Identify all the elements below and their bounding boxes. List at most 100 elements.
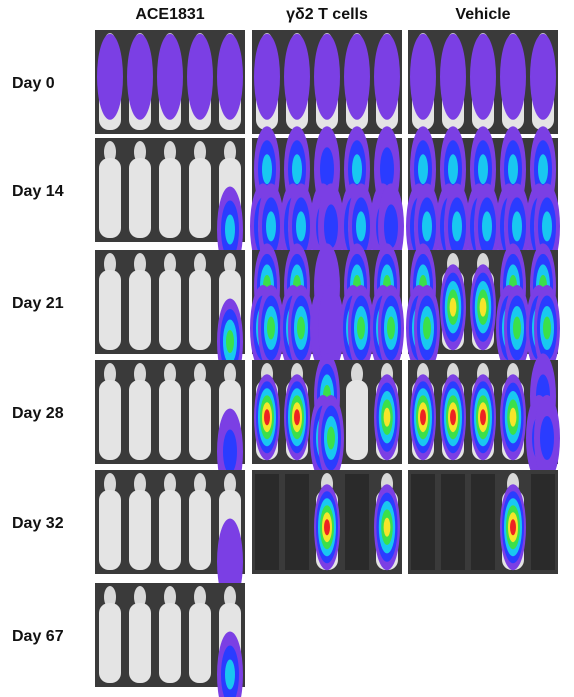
signal-blob xyxy=(387,316,395,340)
signal-blob xyxy=(97,33,123,120)
mouse-body xyxy=(99,270,121,350)
empty-slot xyxy=(285,474,309,570)
signal-blob xyxy=(217,33,243,120)
mouse-head xyxy=(224,473,236,495)
signal-blob xyxy=(318,285,344,371)
signal-blob xyxy=(352,154,362,185)
signal-blob xyxy=(297,316,305,340)
signal-blob xyxy=(478,154,488,185)
mouse-body xyxy=(99,603,121,683)
signal-blob xyxy=(418,154,428,185)
mouse-head xyxy=(104,473,116,495)
signal-blob xyxy=(320,147,334,192)
mouse-head xyxy=(104,253,116,275)
signal-blob xyxy=(450,409,456,426)
mouse-head xyxy=(224,363,236,385)
signal-blob xyxy=(266,211,276,242)
signal-blob xyxy=(422,211,432,242)
empty-slot xyxy=(411,474,435,570)
mouse-head xyxy=(351,363,363,385)
signal-blob xyxy=(540,416,554,460)
empty-slot xyxy=(471,474,495,570)
empty-slot xyxy=(255,474,279,570)
imaging-panel xyxy=(408,353,560,481)
row-label: Day 14 xyxy=(12,183,64,200)
empty-slot xyxy=(531,474,555,570)
signal-blob xyxy=(356,211,366,242)
row-label: Day 32 xyxy=(12,515,64,532)
signal-blob xyxy=(500,33,526,120)
mouse-body xyxy=(129,270,151,350)
signal-blob xyxy=(542,211,552,242)
mouse-body xyxy=(159,158,181,238)
mouse-body xyxy=(129,490,151,570)
signal-blob xyxy=(225,214,235,245)
signal-blob xyxy=(292,154,302,185)
signal-blob xyxy=(509,407,517,427)
row-label: Day 0 xyxy=(12,75,55,92)
signal-blob xyxy=(225,659,235,690)
mouse-body xyxy=(346,380,368,460)
signal-blob xyxy=(480,409,486,426)
mouse-body xyxy=(99,158,121,238)
signal-blob xyxy=(482,211,492,242)
mouse-head xyxy=(224,253,236,275)
signal-blob xyxy=(513,316,521,340)
signal-blob xyxy=(314,33,340,120)
signal-blob xyxy=(254,33,280,120)
column-header: Vehicle xyxy=(455,6,510,23)
empty-slot xyxy=(345,474,369,570)
signal-blob xyxy=(264,409,270,426)
signal-blob xyxy=(324,519,330,536)
empty-slot xyxy=(441,474,465,570)
mouse-body xyxy=(159,490,181,570)
signal-blob xyxy=(157,33,183,120)
signal-blob xyxy=(470,33,496,120)
signal-blob xyxy=(530,33,556,120)
mouse-body xyxy=(159,270,181,350)
signal-blob xyxy=(127,33,153,120)
row-label: Day 21 xyxy=(12,295,64,312)
mouse-head xyxy=(134,141,146,163)
signal-blob xyxy=(448,154,458,185)
mouse-body xyxy=(129,158,151,238)
mouse-head xyxy=(164,473,176,495)
imaging-panel xyxy=(252,30,402,134)
mouse-body xyxy=(189,490,211,570)
signal-blob xyxy=(423,316,431,340)
signal-blob xyxy=(420,409,426,426)
imaging-panel xyxy=(95,30,245,134)
imaging-panel xyxy=(408,470,558,574)
signal-blob xyxy=(510,519,516,536)
row-label: Day 28 xyxy=(12,405,64,422)
mouse-head xyxy=(104,586,116,608)
imaging-panel xyxy=(250,243,404,371)
mouse-body xyxy=(189,603,211,683)
imaging-panel xyxy=(408,30,558,134)
signal-blob xyxy=(223,429,237,474)
signal-blob xyxy=(543,316,551,340)
signal-blob xyxy=(449,297,457,317)
mouse-body xyxy=(129,603,151,683)
imaging-panel xyxy=(406,126,560,270)
signal-blob xyxy=(440,33,466,120)
mouse-head xyxy=(134,473,146,495)
signal-blob xyxy=(296,211,306,242)
imaging-panel xyxy=(252,353,402,481)
mouse-head xyxy=(194,473,206,495)
mouse-head xyxy=(194,253,206,275)
mouse-head xyxy=(194,586,206,608)
signal-blob xyxy=(512,211,522,242)
signal-blob xyxy=(226,330,234,354)
mouse-head xyxy=(164,253,176,275)
signal-blob xyxy=(479,297,487,317)
imaging-panel xyxy=(252,470,402,574)
signal-blob xyxy=(344,33,370,120)
signal-blob xyxy=(538,154,548,185)
mouse-head xyxy=(224,141,236,163)
signal-blob xyxy=(508,154,518,185)
signal-blob xyxy=(410,33,436,120)
signal-blob xyxy=(267,316,275,340)
imaging-panel xyxy=(95,470,245,605)
column-header: γδ2 T cells xyxy=(286,6,368,23)
